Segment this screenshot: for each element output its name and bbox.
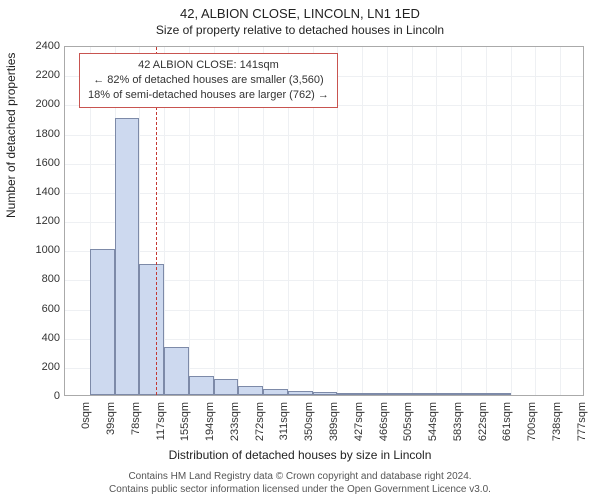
x-tick: 777sqm [576,402,588,454]
x-tick: 39sqm [105,402,117,454]
y-tick: 400 [10,332,60,344]
x-tick: 0sqm [80,402,92,454]
gridline-v [486,47,487,395]
gridline-h [65,251,583,252]
annotation-line3: 18% of semi-detached houses are larger (… [88,88,329,103]
y-tick: 800 [10,273,60,285]
histogram-bar [387,393,412,395]
x-tick: 544sqm [427,402,439,454]
y-tick: 1800 [10,128,60,140]
gridline-v [560,47,561,395]
footer: Contains HM Land Registry data © Crown c… [0,470,600,496]
x-tick: 427sqm [353,402,365,454]
histogram-bar [313,392,338,395]
x-tick: 700sqm [526,402,538,454]
histogram-bar [164,347,189,395]
gridline-h [65,222,583,223]
gridline-v [436,47,437,395]
x-tick: 155sqm [179,402,191,454]
histogram-bar [90,249,115,395]
gridline-v [535,47,536,395]
x-tick: 622sqm [477,402,489,454]
x-tick: 194sqm [204,402,216,454]
y-tick: 2000 [10,98,60,110]
footer-line1: Contains HM Land Registry data © Crown c… [0,470,600,483]
annotation-box: 42 ALBION CLOSE: 141sqm ← 82% of detache… [79,53,338,108]
x-tick: 350sqm [303,402,315,454]
x-tick: 505sqm [402,402,414,454]
histogram-bar [139,264,164,395]
chart-container: Number of detached properties 42 ALBION … [0,38,600,450]
y-tick: 600 [10,303,60,315]
histogram-bar [436,393,461,395]
x-tick: 233sqm [229,402,241,454]
histogram-bar [288,391,313,395]
gridline-v [511,47,512,395]
y-tick: 2200 [10,69,60,81]
histogram-bar [486,393,511,395]
x-tick: 389sqm [328,402,340,454]
y-tick: 2400 [10,40,60,52]
gridline-v [362,47,363,395]
histogram-bar [461,393,486,395]
histogram-bar [362,393,387,395]
gridline-h [65,193,583,194]
annotation-line2: ← 82% of detached houses are smaller (3,… [88,73,329,88]
histogram-bar [238,386,263,395]
y-tick: 1200 [10,215,60,227]
gridline-h [65,164,583,165]
x-tick: 78sqm [130,402,142,454]
histogram-bar [189,376,214,395]
annotation-line1: 42 ALBION CLOSE: 141sqm [88,58,329,73]
x-tick: 311sqm [278,402,290,454]
plot-area: 42 ALBION CLOSE: 141sqm ← 82% of detache… [64,46,584,396]
gridline-v [461,47,462,395]
y-tick: 1000 [10,244,60,256]
x-tick: 117sqm [155,402,167,454]
histogram-bar [115,118,140,395]
footer-line2: Contains public sector information licen… [0,483,600,496]
y-tick: 1400 [10,186,60,198]
histogram-bar [263,389,288,395]
histogram-bar [412,393,437,395]
gridline-h [65,135,583,136]
x-tick: 738sqm [551,402,563,454]
x-tick: 583sqm [452,402,464,454]
y-tick: 1600 [10,157,60,169]
y-tick: 0 [10,390,60,402]
histogram-bar [337,393,362,395]
x-tick: 661sqm [501,402,513,454]
gridline-v [387,47,388,395]
gridline-v [412,47,413,395]
page-title: 42, ALBION CLOSE, LINCOLN, LN1 1ED [0,0,600,21]
y-tick: 200 [10,361,60,373]
x-tick: 466sqm [378,402,390,454]
histogram-bar [214,379,239,395]
x-tick: 272sqm [254,402,266,454]
